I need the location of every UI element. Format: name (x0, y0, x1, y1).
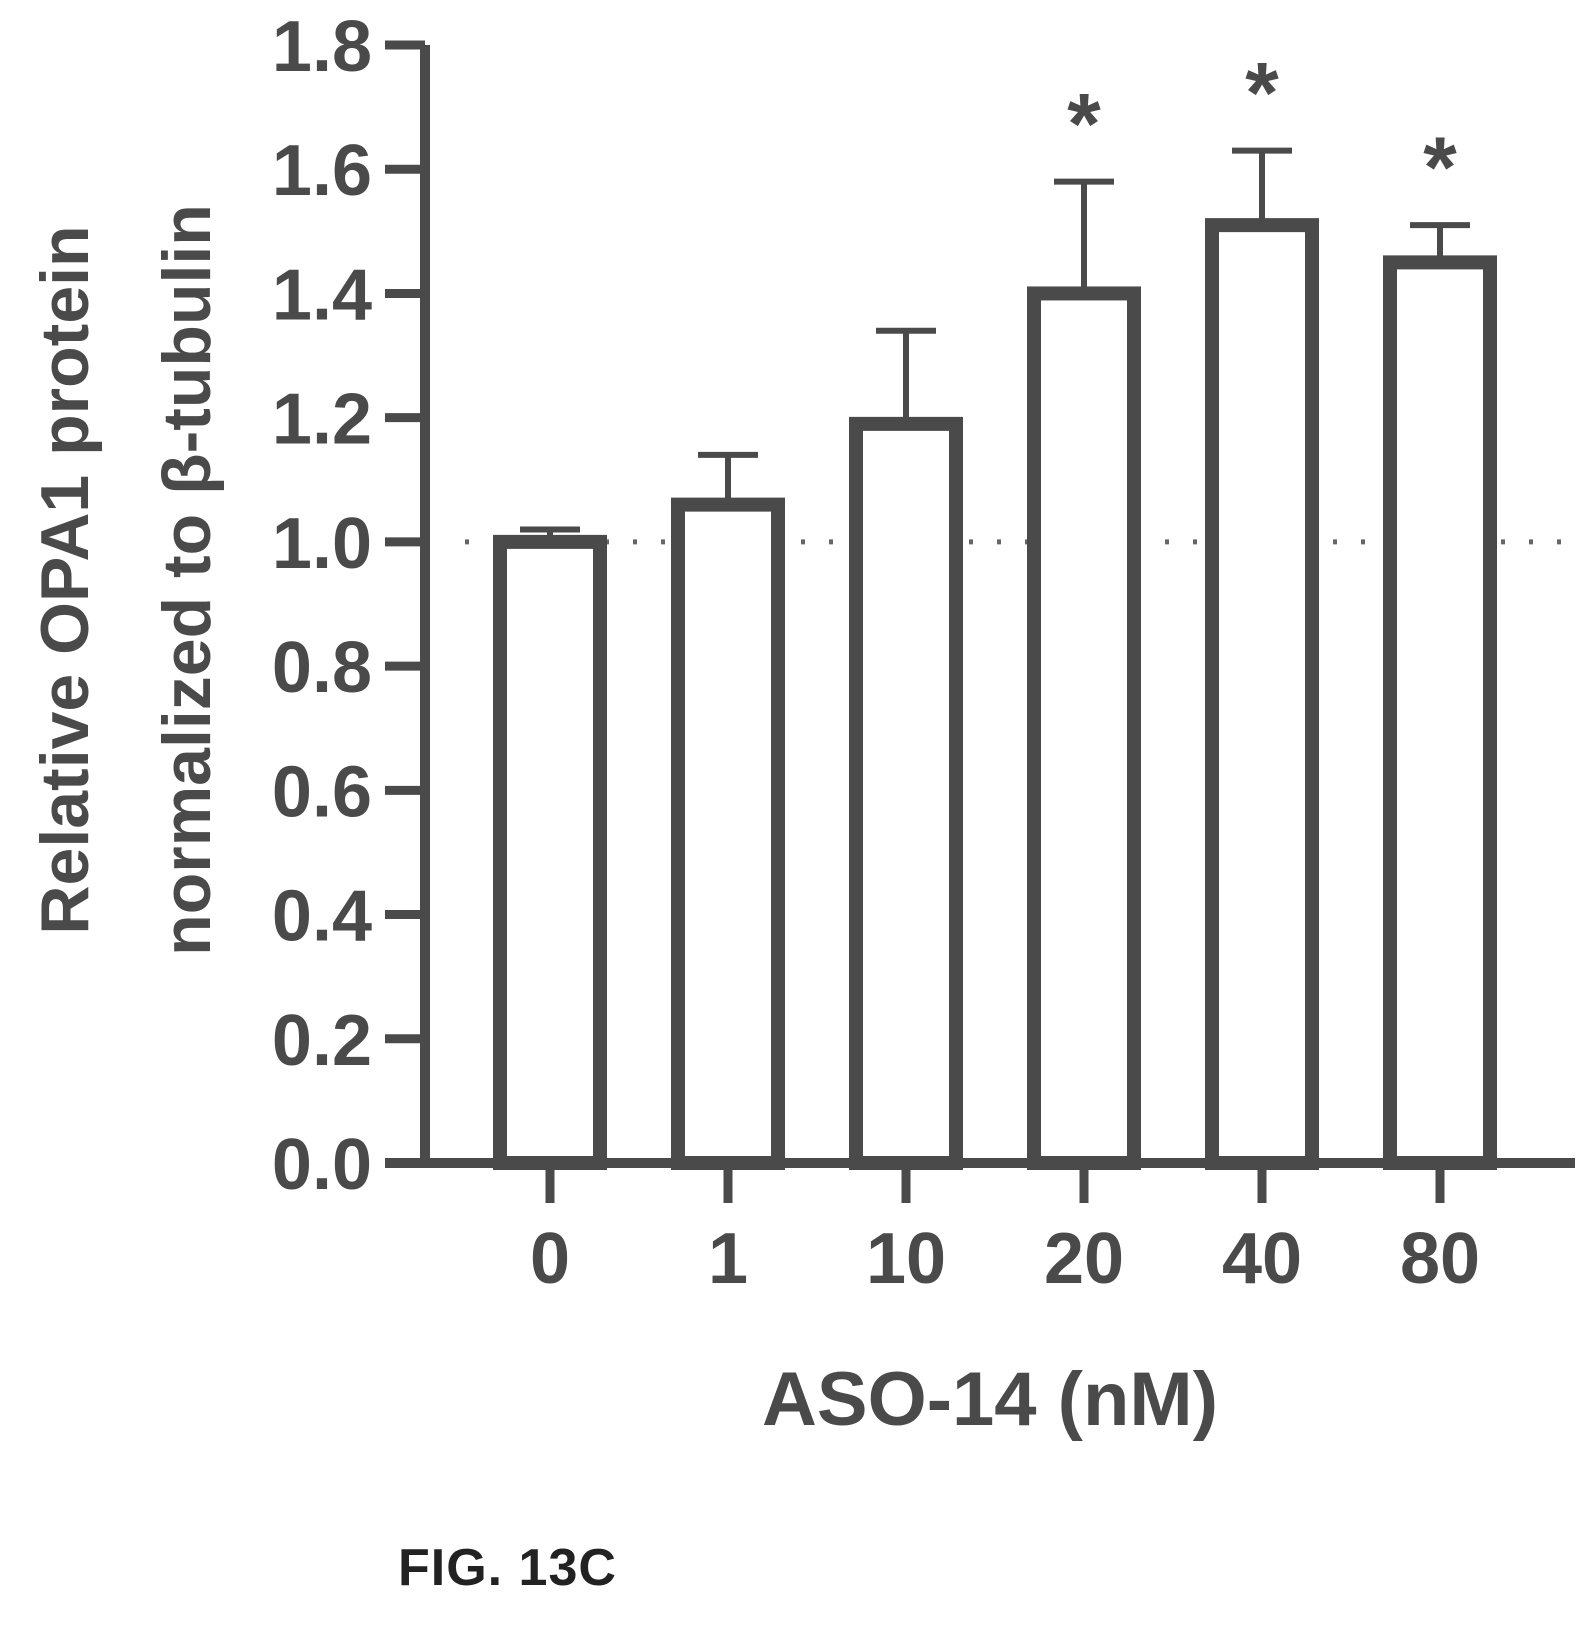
x-tick-label-10: 10 (866, 1219, 946, 1299)
y-axis-title-line-1: Relative OPA1 protein (27, 225, 103, 934)
y-tick-label: 0.6 (272, 752, 372, 832)
bar-20 (1027, 286, 1141, 1170)
significance-mark-20: * (1067, 77, 1101, 173)
y-tick-label: 0.8 (272, 628, 372, 708)
bar-10 (849, 416, 963, 1170)
x-tick-label-20: 20 (1044, 1219, 1124, 1299)
bar-40 (1205, 218, 1319, 1171)
x-tick-label-40: 40 (1222, 1219, 1302, 1299)
y-axis-ticks: 0.0 0.2 0.4 0.6 0.8 1.0 1.2 1.4 1.6 1.8 (272, 7, 425, 1205)
y-tick-label: 1.6 (272, 131, 372, 211)
axes (385, 45, 1575, 1168)
bars: * * * (493, 46, 1497, 1171)
y-axis-title-line-2: normalized to β-tubulin (149, 204, 225, 956)
x-tick-label-0: 0 (530, 1219, 570, 1299)
bar-chart: Relative OPA1 protein normalized to β-tu… (27, 7, 1575, 1442)
y-tick-label: 1.0 (272, 504, 372, 584)
x-tick-label-80: 80 (1400, 1219, 1480, 1299)
significance-mark-40: * (1245, 46, 1279, 142)
bar-0 (493, 534, 607, 1170)
x-tick-label-1: 1 (708, 1219, 748, 1299)
y-tick-label: 1.2 (272, 380, 372, 460)
y-axis-title: Relative OPA1 protein normalized to β-tu… (27, 204, 225, 956)
significance-mark-80: * (1423, 120, 1457, 216)
y-tick-label: 0.2 (272, 1001, 372, 1081)
bar-1 (671, 497, 785, 1171)
y-tick-label: 0.0 (272, 1125, 372, 1205)
x-axis-title: ASO-14 (nM) (762, 1357, 1218, 1442)
y-tick-label: 1.4 (272, 255, 372, 335)
y-tick-label: 0.4 (272, 877, 372, 957)
bar-80 (1383, 255, 1497, 1170)
y-tick-label: 1.8 (272, 7, 372, 87)
x-axis-ticks: 0 1 10 20 40 80 (530, 1163, 1480, 1299)
figure-label: FIG. 13C (398, 1539, 617, 1597)
